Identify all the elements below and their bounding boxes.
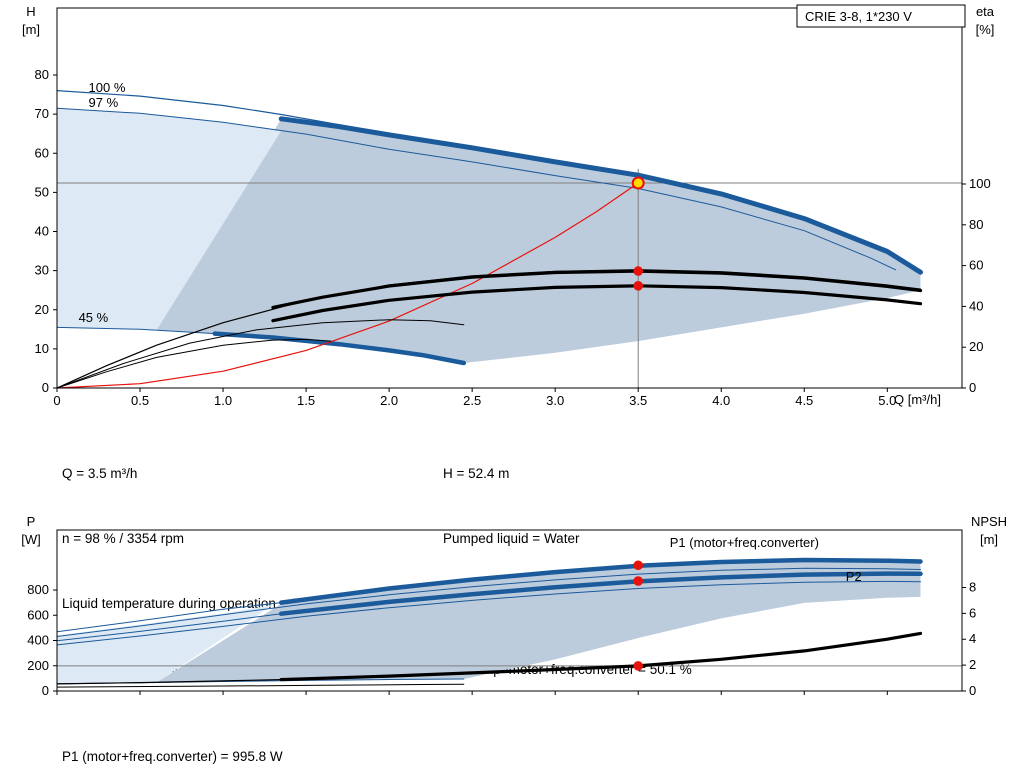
y-left-tick-label: 0 [42, 380, 49, 395]
y-right-tick-label: 4 [969, 631, 976, 646]
p2-thin-ext [56, 613, 282, 642]
hq-eta-chart-svg: 100 %97 % 45 % 0 0.5 1.0 1.5 2.0 2.5 3.0 3.5 4.0 4.… [22, 4, 995, 408]
eta-total-thick [271, 284, 923, 323]
y-left-tick-label: 400 [27, 633, 49, 648]
y-right-axis-title: [m] [980, 532, 998, 547]
power-info: P1 (motor+freq.converter) = 995.8 W P2 =… [62, 702, 283, 781]
system-curve [56, 182, 639, 389]
x-tick-label: 4.0 [712, 393, 730, 408]
x-tick-label: 3.5 [629, 393, 647, 408]
x-tick-label: 0.5 [131, 393, 149, 408]
info-line-q: Q = 3.5 m³/h [62, 465, 138, 481]
y-left-axis-title: H [26, 4, 35, 19]
pump-name-label: CRIE 3-8, 1*230 V [805, 9, 912, 24]
y-right-axis-title: eta [976, 4, 995, 19]
x-tick-label: 5.0 [878, 393, 896, 408]
npsh-thin-ext [56, 679, 282, 685]
y-right-axis-title: [%] [976, 22, 995, 37]
x-tick-label: 0 [53, 393, 60, 408]
y-right-tick-label: 60 [969, 258, 983, 273]
y-right-tick-label: 2 [969, 657, 976, 672]
pump-curve-min-thick [212, 331, 467, 366]
eta-45pct-thin [56, 319, 465, 389]
y-left-tick-label: 80 [35, 67, 49, 82]
curve-label: 45 % [79, 310, 109, 325]
curve-label: 100 % [89, 80, 126, 95]
x-tick-label: 1.5 [297, 393, 315, 408]
speed-envelope-region [156, 118, 921, 363]
curve-label: 97 % [89, 95, 119, 110]
eta-mid-thin [56, 338, 332, 389]
y-left-tick-label: 200 [27, 658, 49, 673]
curve-label: P1 (motor+freq.converter) [670, 535, 819, 550]
y-left-tick-label: 40 [35, 224, 49, 239]
eta-pump-thick [271, 269, 923, 309]
y-left-tick-label: 60 [35, 145, 49, 160]
info-line-liquid: Pumped liquid = Water [443, 530, 580, 546]
y-right-tick-label: 80 [969, 217, 983, 232]
y-left-tick-label: 20 [35, 302, 49, 317]
y-right-tick-label: 100 [969, 176, 991, 191]
power-envelope-region [156, 560, 921, 683]
info-line-h: H = 52.4 m [443, 465, 510, 481]
plot-border [56, 7, 963, 389]
x-tick-label: 1.0 [214, 393, 232, 408]
power-low-flow-region [57, 604, 273, 685]
y-left-tick-label: 600 [27, 607, 49, 622]
info-line-speed: n = 98 % / 3354 rpm [62, 530, 184, 546]
y-right-axis-title: NPSH [971, 515, 1007, 529]
y-right-tick-label: 20 [969, 339, 983, 354]
operating-value-dot [633, 266, 644, 276]
p1-97pct-thin [56, 567, 921, 637]
pump-curve-max-thick [278, 116, 923, 275]
x-tick-label: 4.5 [795, 393, 813, 408]
x-tick-label: 3.0 [546, 393, 564, 408]
operating-value-dot [633, 280, 644, 291]
operating-value-dot [633, 661, 644, 671]
info-line-p1: P1 (motor+freq.converter) = 995.8 W [62, 748, 283, 764]
y-left-tick-label: 0 [42, 683, 49, 698]
y-left-tick-label: 50 [35, 184, 49, 199]
y-right-tick-label: 8 [969, 579, 976, 594]
p1-thin-ext [56, 602, 282, 633]
y-right-tick-label: 6 [969, 605, 976, 620]
y-right-tick-label: 40 [969, 298, 983, 313]
npsh-min-speed-thin [56, 683, 465, 688]
y-left-tick-label: 800 [27, 582, 49, 597]
y-right-tick-label: 0 [969, 380, 976, 395]
pump-name-box [796, 4, 966, 28]
operating-value-dot [633, 576, 644, 586]
x-tick-label: 2.5 [463, 393, 481, 408]
x-tick-label: 2.0 [380, 393, 398, 408]
low-flow-region [57, 108, 282, 331]
plot-border [56, 529, 963, 692]
y-left-tick-label: 70 [35, 106, 49, 121]
y-right-tick-label: 0 [969, 683, 976, 698]
operating-value-dot [633, 560, 644, 571]
pump-curve-97pct-thin [56, 107, 897, 271]
duty-point[interactable] [631, 176, 645, 190]
y-left-tick-label: 30 [35, 263, 49, 278]
y-left-axis-title: [W] [21, 532, 41, 547]
p2-97pct-thin [56, 580, 921, 646]
y-left-axis-title: [m] [22, 22, 40, 37]
y-left-tick-label: 10 [35, 341, 49, 356]
curve-label: P2 [846, 569, 862, 584]
y-left-axis-title: P [27, 515, 36, 529]
power-npsh-chart-svg: P1 (motor+freq.converter)P20200400600800… [21, 515, 1007, 698]
x-axis-title: Q [m³/h] [894, 392, 941, 407]
